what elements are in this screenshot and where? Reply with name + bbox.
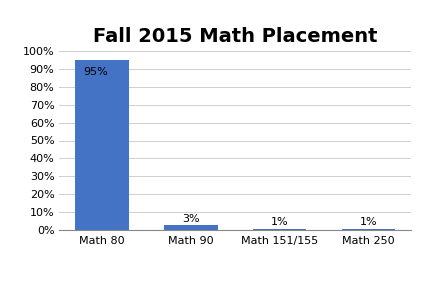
Text: 1%: 1% <box>271 217 289 227</box>
Bar <box>342 229 395 230</box>
Bar <box>75 60 128 230</box>
Text: 3%: 3% <box>182 214 200 224</box>
Text: 1%: 1% <box>360 217 377 227</box>
Bar <box>253 229 307 230</box>
Title: Fall 2015 Math Placement: Fall 2015 Math Placement <box>93 27 377 46</box>
Text: 95%: 95% <box>84 67 108 77</box>
Bar <box>164 225 218 230</box>
